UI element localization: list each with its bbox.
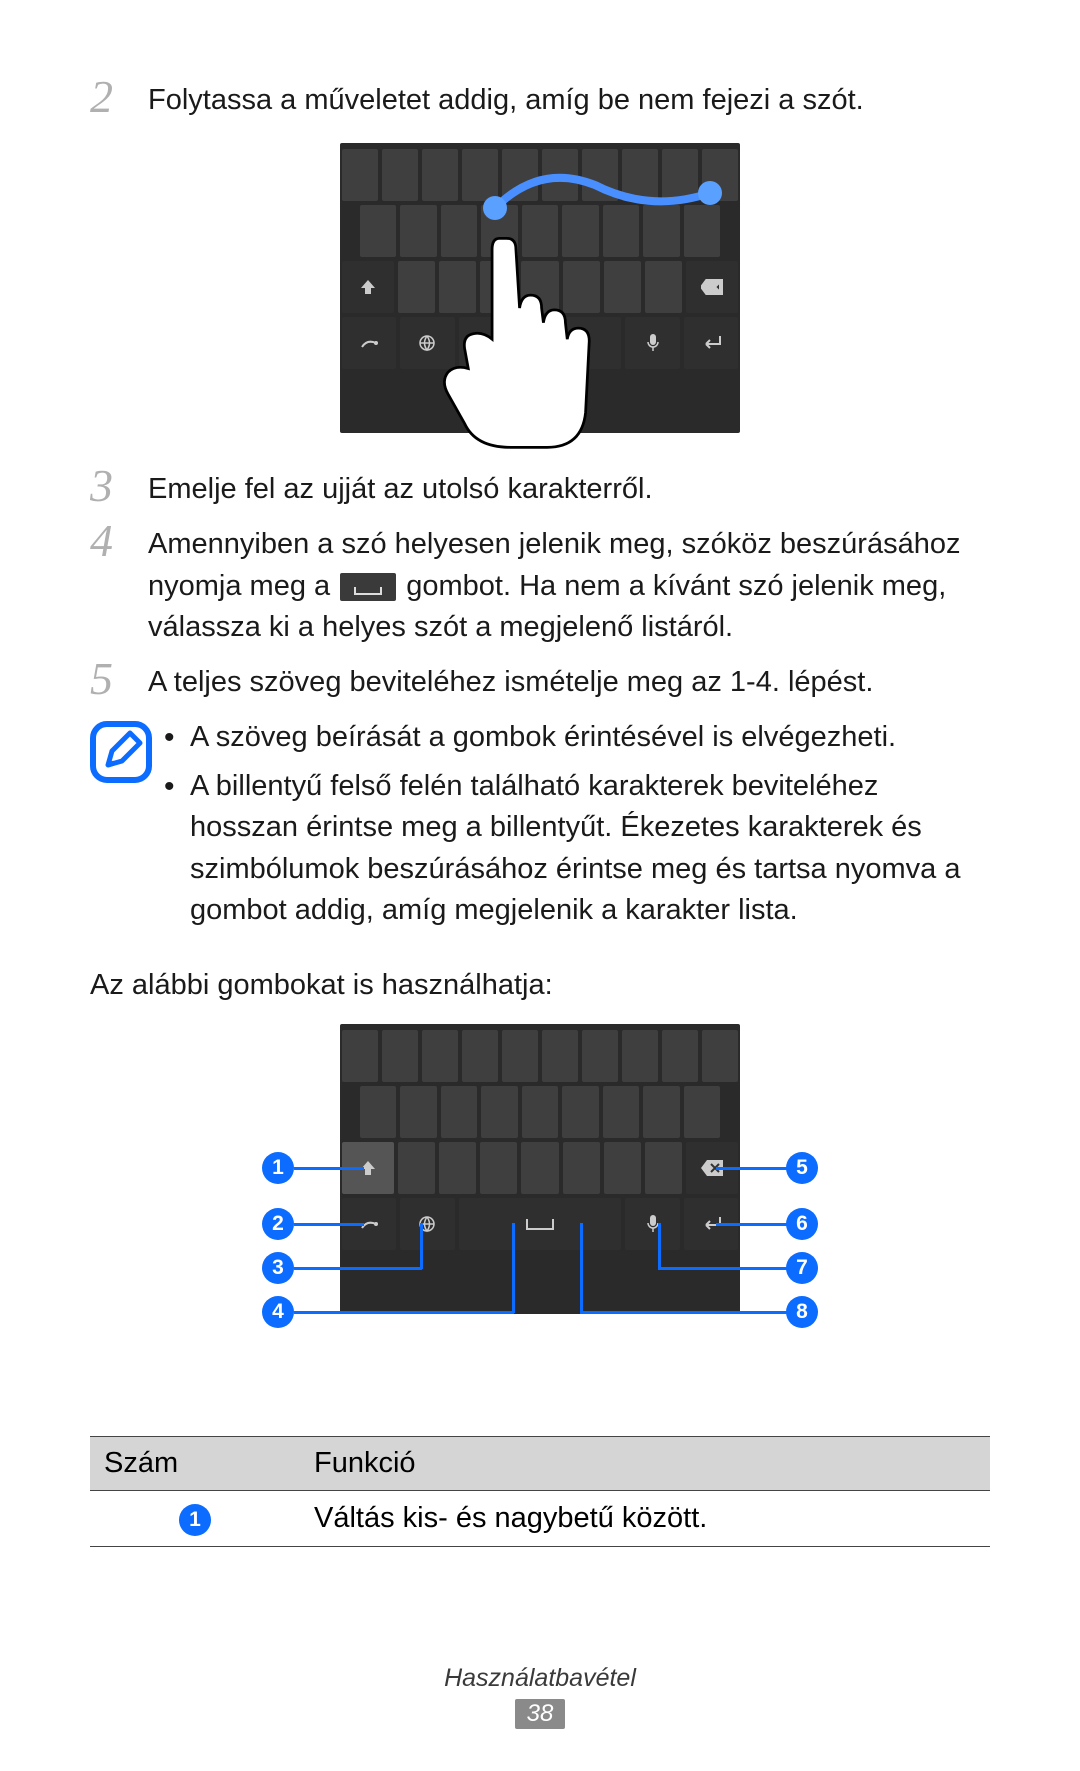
callout-1: 1 (262, 1152, 294, 1184)
callout-2: 2 (262, 1208, 294, 1240)
step-3: 3 Emelje fel az ujját az utolsó karakter… (90, 469, 990, 510)
hand-pointer-icon (420, 231, 610, 451)
step-text: A teljes szöveg beviteléhez ismételje me… (148, 662, 990, 703)
callout-5: 5 (786, 1152, 818, 1184)
step-number: 3 (90, 463, 148, 509)
footer-section: Használatbavétel (0, 1664, 1080, 1693)
footer-page-number: 38 (515, 1699, 566, 1729)
step-4: 4 Amennyiben a szó helyesen jelenik meg,… (90, 524, 990, 648)
table-header-num: Szám (90, 1436, 300, 1490)
space-key-icon (459, 1198, 622, 1250)
callout-8: 8 (786, 1296, 818, 1328)
table-row: 1 Váltás kis- és nagybetű között. (90, 1490, 990, 1546)
page-footer: Használatbavétel 38 (0, 1664, 1080, 1729)
table-cell-num: 1 (90, 1490, 300, 1546)
step-text: Emelje fel az ujját az utolsó karakterrő… (148, 469, 990, 510)
step-number: 5 (90, 656, 148, 702)
page-content: 2 Folytassa a műveletet addig, amíg be n… (0, 0, 1080, 1547)
keys-intro-label: Az alábbi gombokat is használhatja: (90, 969, 990, 1002)
step-number: 2 (90, 74, 148, 120)
note-item: A szöveg beírását a gombok érintésével i… (160, 717, 990, 758)
table-cell-func: Váltás kis- és nagybetű között. (300, 1490, 990, 1546)
callout-6: 6 (786, 1208, 818, 1240)
callout-4: 4 (262, 1296, 294, 1328)
space-key-icon (340, 573, 396, 601)
step-text: Folytassa a műveletet addig, amíg be nem… (148, 80, 990, 121)
table-header-row: Szám Funkció (90, 1436, 990, 1490)
note-item: A billentyű felső felén található karakt… (160, 766, 990, 931)
callout-pill-icon: 1 (179, 1504, 211, 1536)
step-5: 5 A teljes szöveg beviteléhez ismételje … (90, 662, 990, 703)
globe-key-icon (400, 1198, 454, 1250)
step-2: 2 Folytassa a műveletet addig, amíg be n… (90, 80, 990, 121)
step-number: 4 (90, 518, 148, 564)
callout-3: 3 (262, 1252, 294, 1284)
table-header-func: Funkció (300, 1436, 990, 1490)
note-pencil-icon (90, 721, 152, 783)
figure-keyboard-callouts: 1 2 3 4 5 6 7 8 (90, 1024, 990, 1404)
callout-7: 7 (786, 1252, 818, 1284)
mic-key-icon (625, 1198, 679, 1250)
figure-swipe-keyboard (90, 143, 990, 433)
function-table: Szám Funkció 1 Váltás kis- és nagybetű k… (90, 1436, 990, 1547)
note-block: A szöveg beírását a gombok érintésével i… (90, 717, 990, 939)
step-text: Amennyiben a szó helyesen jelenik meg, s… (148, 524, 990, 648)
